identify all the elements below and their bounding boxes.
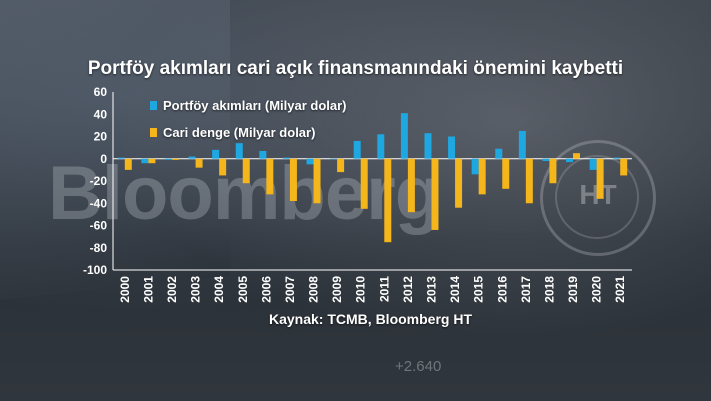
- bar-portfolio-2013: [424, 133, 432, 159]
- bar-current-account-2004: [219, 158, 227, 176]
- bar-current-account-2010: [360, 158, 368, 209]
- x-tick-label: 2016: [495, 276, 509, 303]
- y-tick-label: 60: [94, 85, 108, 99]
- bar-current-account-2005: [242, 158, 250, 184]
- x-tick-label: 2019: [566, 276, 580, 303]
- chart-title: Portföy akımları cari açık finansmanında…: [87, 58, 624, 79]
- x-tick-label: 2009: [330, 276, 344, 303]
- y-tick-label: 0: [100, 152, 107, 166]
- legend-swatch-portfolio: [150, 101, 157, 111]
- bar-portfolio-2014: [448, 136, 456, 159]
- x-tick-label: 2010: [354, 276, 368, 303]
- x-tick-label: 2011: [377, 276, 391, 302]
- y-tick-label: -100: [83, 263, 107, 277]
- bar-portfolio-2018: [542, 158, 550, 161]
- bar-current-account-2012: [407, 158, 415, 213]
- bar-current-account-2016: [502, 158, 510, 189]
- bar-current-account-2019: [573, 153, 581, 159]
- bar-current-account-2000: [124, 158, 132, 170]
- x-tick-label: 2000: [118, 276, 132, 303]
- x-tick-label: 2015: [472, 276, 486, 303]
- y-tick-label: 20: [94, 130, 108, 144]
- x-tick-label: 2005: [236, 276, 250, 303]
- bar-current-account-2015: [478, 158, 486, 195]
- bar-portfolio-2002: [164, 158, 172, 160]
- bar-portfolio-2006: [259, 150, 267, 159]
- x-tick-label: 2007: [283, 276, 297, 303]
- x-tick-label: 2008: [307, 276, 321, 303]
- bar-portfolio-2020: [589, 158, 597, 170]
- x-axis-tick-labels: 2000 2001 2002 2003 2004 2005 2006 2007 2008 2009…: [118, 276, 627, 303]
- x-tick-label: 2014: [448, 276, 462, 303]
- x-tick-label: 2020: [590, 276, 604, 303]
- bar-portfolio-2019: [566, 158, 574, 163]
- bar-portfolio-2016: [495, 148, 503, 159]
- chart-legend: Portföy akımları (Milyar dolar) Cari den…: [150, 96, 347, 150]
- bar-portfolio-2005: [235, 143, 243, 159]
- bar-current-account-2008: [313, 158, 321, 204]
- x-tick-label: 2017: [519, 276, 533, 303]
- x-tick-label: 2021: [613, 276, 627, 303]
- bar-current-account-2003: [195, 158, 203, 168]
- bar-portfolio-2007: [282, 157, 290, 159]
- logo-ring: [555, 155, 639, 239]
- x-tick-label: 2018: [542, 276, 556, 303]
- source-note: Kaynak: TCMB, Bloomberg HT: [269, 311, 473, 327]
- x-tick-label: 2004: [212, 276, 226, 303]
- x-tick-label: 2003: [189, 276, 203, 303]
- bar-current-account-2001: [148, 158, 156, 164]
- bar-portfolio-2017: [518, 130, 526, 159]
- bar-current-account-2013: [431, 158, 439, 230]
- bar-current-account-2018: [549, 158, 557, 184]
- legend-item-portfolio: Portföy akımları (Milyar dolar): [150, 96, 347, 116]
- bar-current-account-2011: [384, 158, 392, 243]
- bar-portfolio-2015: [471, 158, 479, 175]
- bar-portfolio-2021: [613, 157, 621, 159]
- y-tick-label: -80: [90, 241, 108, 255]
- y-tick-label: -40: [90, 196, 108, 210]
- bar-portfolio-2004: [212, 149, 220, 159]
- bar-current-account-2017: [525, 158, 533, 204]
- legend-swatch-current-account: [150, 128, 157, 138]
- bar-current-account-2002: [171, 158, 179, 160]
- x-tick-label: 2001: [141, 276, 155, 303]
- y-tick-label: 40: [94, 107, 108, 121]
- bar-portfolio-2009: [330, 158, 338, 160]
- bar-current-account-2007: [289, 158, 297, 202]
- x-tick-label: 2013: [424, 276, 438, 303]
- x-tick-label: 2006: [259, 276, 273, 303]
- bar-current-account-2020: [596, 158, 604, 199]
- bar-portfolio-2010: [353, 140, 361, 159]
- legend-label-portfolio: Portföy akımları (Milyar dolar): [163, 98, 347, 113]
- y-tick-label: -20: [90, 174, 108, 188]
- bar-current-account-2006: [266, 158, 274, 195]
- chart-bars: [117, 113, 628, 243]
- bar-current-account-2009: [337, 158, 345, 173]
- x-tick-label: 2002: [165, 276, 179, 303]
- bar-portfolio-2000: [117, 157, 125, 159]
- bar-current-account-2014: [455, 158, 463, 208]
- bar-portfolio-2008: [306, 158, 314, 165]
- x-tick-label: 2012: [401, 276, 415, 303]
- y-axis-tick-labels: 60 40 20 0 -20 -40 -60 -80 -100: [83, 85, 107, 277]
- legend-label-current-account: Cari denge (Milyar dolar): [163, 125, 316, 140]
- bar-portfolio-2001: [141, 158, 149, 164]
- bar-portfolio-2011: [377, 134, 385, 159]
- bar-current-account-2021: [620, 158, 628, 176]
- bar-portfolio-2012: [400, 113, 408, 159]
- background-number: +2.640: [395, 358, 442, 375]
- bar-portfolio-2003: [188, 156, 196, 159]
- legend-item-current-account: Cari denge (Milyar dolar): [150, 123, 347, 143]
- y-tick-label: -60: [90, 219, 108, 233]
